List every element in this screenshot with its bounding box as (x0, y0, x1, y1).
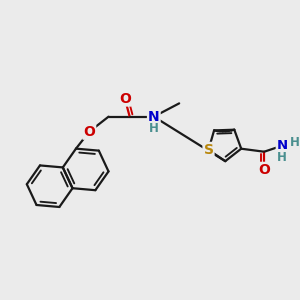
Text: O: O (258, 163, 270, 177)
Text: O: O (119, 92, 131, 106)
Text: N: N (277, 139, 288, 152)
Text: H: H (149, 122, 159, 135)
Text: O: O (83, 125, 95, 139)
Text: H: H (290, 136, 299, 148)
Text: S: S (203, 143, 214, 157)
Text: N: N (148, 110, 160, 124)
Text: H: H (277, 151, 287, 164)
